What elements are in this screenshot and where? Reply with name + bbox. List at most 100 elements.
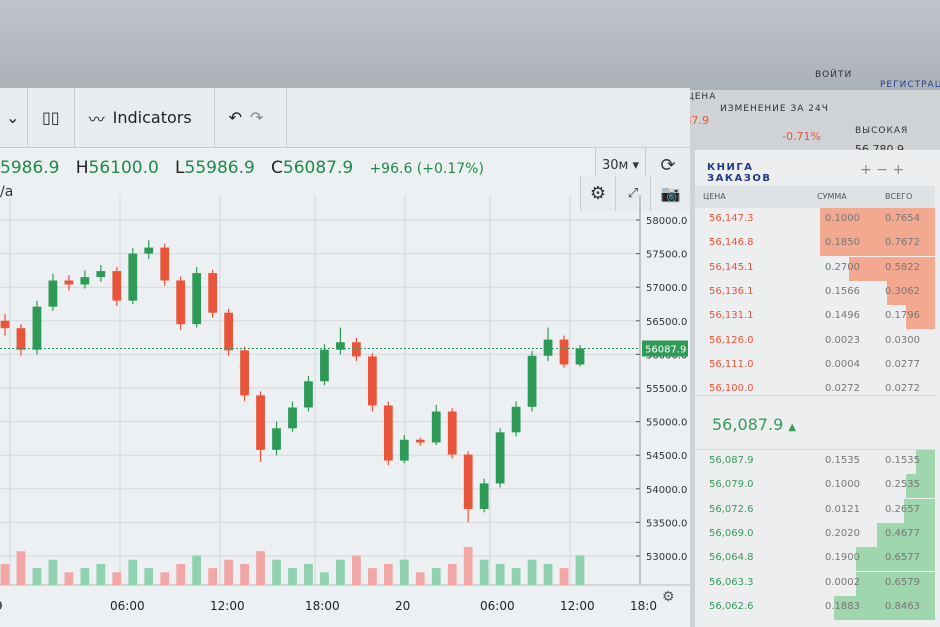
ask-row[interactable]: 56,147.3 0.1000 0.7654: [695, 208, 935, 232]
candle-body: [447, 411, 457, 455]
volume-bar: [128, 559, 138, 585]
volume-bar: [16, 551, 26, 585]
bid-row[interactable]: 56,087.9 0.1535 0.1535: [695, 450, 935, 474]
bid-row[interactable]: 56,079.0 0.1000 0.2535: [695, 474, 935, 499]
candle-body: [304, 381, 313, 408]
volume-bar: [0, 563, 10, 585]
ask-row[interactable]: 56,131.1 0.1496 0.1796: [695, 305, 935, 330]
y-tick-label: 54500.0: [646, 451, 687, 462]
x-tick-label: 18:00: [305, 599, 340, 613]
order-total: 0.0272: [885, 383, 920, 395]
order-total: 0.6579: [885, 576, 920, 588]
ohlc-high: 56100.0: [88, 158, 159, 178]
volume-bar: [559, 568, 569, 585]
indicators-button[interactable]: 〰 Indicators: [75, 88, 215, 147]
bid-row[interactable]: 56,062.6 0.1883 0.8463: [695, 595, 935, 620]
volume-bar: [336, 559, 345, 585]
settings-gear-icon[interactable]: ⚙: [662, 589, 675, 605]
dropdown-chevron-icon[interactable]: ⌄: [0, 88, 28, 147]
order-total: 0.0277: [885, 358, 920, 370]
volume-bar: [96, 563, 106, 585]
order-price: 56,111.0: [709, 358, 754, 370]
depth-bar: [819, 208, 935, 232]
x-tick-label: 12:00: [210, 599, 245, 613]
candle-body: [399, 439, 409, 461]
ask-row[interactable]: 56,111.0 0.0004 0.0277: [695, 354, 935, 378]
volume-bar: [208, 568, 218, 585]
volume-bar: [256, 551, 265, 585]
login-link[interactable]: ВОЙТИ: [815, 70, 853, 80]
bid-row[interactable]: 56,069.0 0.2020 0.4677: [695, 522, 935, 547]
candle-body: [431, 411, 441, 443]
order-amount: 0.1850: [825, 237, 860, 249]
order-amount: 0.0272: [825, 383, 860, 395]
ask-row[interactable]: 56,145.1 0.2700 0.5822: [695, 256, 935, 281]
order-total: 0.6577: [885, 552, 920, 564]
ohlc-close: 56087.9: [282, 158, 354, 178]
order-total: 0.0300: [885, 334, 920, 346]
ask-row[interactable]: 56,126.0 0.0023 0.0300: [695, 330, 935, 354]
volume-bar: [80, 568, 90, 585]
undo-icon[interactable]: ↶: [228, 108, 243, 127]
mid-price-value: 56,087.9: [712, 415, 784, 434]
volume-bar: [112, 572, 122, 585]
order-total: 0.4677: [885, 527, 920, 539]
camera-icon[interactable]: 📷: [650, 176, 690, 211]
candle-body: [320, 349, 329, 382]
order-total: 0.1535: [885, 455, 920, 466]
up-arrow-icon: ▲: [788, 422, 797, 433]
volume-bar: [224, 559, 234, 585]
ask-row[interactable]: 56,146.8 0.1850 0.7672: [695, 232, 935, 257]
col-total: ВСЕГО: [885, 192, 913, 201]
order-price: 56,145.1: [709, 261, 754, 273]
depth-bar: [855, 571, 935, 596]
y-tick-label: 57000.0: [646, 283, 687, 294]
last-price-badge: [642, 340, 688, 357]
candle-body: [64, 280, 74, 285]
order-price: 56,069.0: [709, 527, 754, 539]
volume-bar: [511, 568, 521, 585]
gear-icon[interactable]: ⚙: [580, 176, 615, 211]
order-amount: 0.1883: [825, 600, 860, 612]
volume-bar: [399, 559, 409, 585]
candle-body: [16, 328, 26, 350]
order-amount: 0.1535: [825, 455, 860, 466]
candlestick-chart[interactable]: 58000.057500.057000.056500.056000.055500…: [0, 195, 690, 627]
candle-body: [351, 342, 361, 357]
candle-body: [367, 356, 377, 406]
volume-bar: [160, 572, 170, 585]
ask-row[interactable]: 56,136.1 0.1566 0.3062: [695, 280, 935, 305]
volume-bar: [144, 568, 154, 585]
high-label: ВЫСОКАЯ: [855, 126, 909, 136]
order-amount: 0.1496: [825, 310, 860, 322]
order-price: 56,131.1: [709, 310, 754, 322]
candle-body: [96, 271, 106, 278]
y-tick-label: 53000.0: [646, 552, 687, 563]
order-total: 0.2535: [885, 479, 920, 491]
x-tick-label: 9: [0, 599, 3, 613]
fullscreen-icon[interactable]: ⤢: [615, 176, 650, 211]
order-amount: 0.2020: [825, 527, 860, 539]
y-tick-label: 58000.0: [646, 216, 687, 227]
register-link[interactable]: РЕГИСТРАЦИЯ: [880, 80, 940, 90]
last-price-label: 56087.9: [645, 344, 686, 355]
ask-row[interactable]: 56,100.0 0.0272 0.0272: [695, 378, 935, 402]
order-book: КНИГА ЗАКАЗОВ + − + ЦЕНА СУММА ВСЕГО 56,…: [695, 150, 940, 627]
chart-type-button[interactable]: ▯▯: [28, 88, 75, 147]
ohlc-high-label: H: [75, 158, 89, 178]
ohlc-open: 5986.9: [0, 158, 60, 178]
bid-row[interactable]: 56,072.6 0.0121 0.2657: [695, 498, 935, 523]
book-zoom-controls[interactable]: + − +: [860, 162, 905, 178]
order-amount: 0.0121: [825, 503, 860, 515]
volume-bar: [495, 563, 505, 585]
depth-bar: [903, 498, 935, 523]
bid-row[interactable]: 56,063.3 0.0002 0.6579: [695, 571, 935, 596]
volume-bar: [351, 555, 361, 585]
candle-body: [128, 253, 138, 301]
redo-icon[interactable]: ↷: [250, 108, 264, 127]
y-tick-label: 54000.0: [646, 485, 687, 496]
candle-body: [463, 454, 473, 509]
bid-row[interactable]: 56,064.8 0.1900 0.6577: [695, 547, 935, 572]
order-price: 56,126.0: [709, 334, 754, 346]
col-amount: СУММА: [817, 192, 847, 201]
